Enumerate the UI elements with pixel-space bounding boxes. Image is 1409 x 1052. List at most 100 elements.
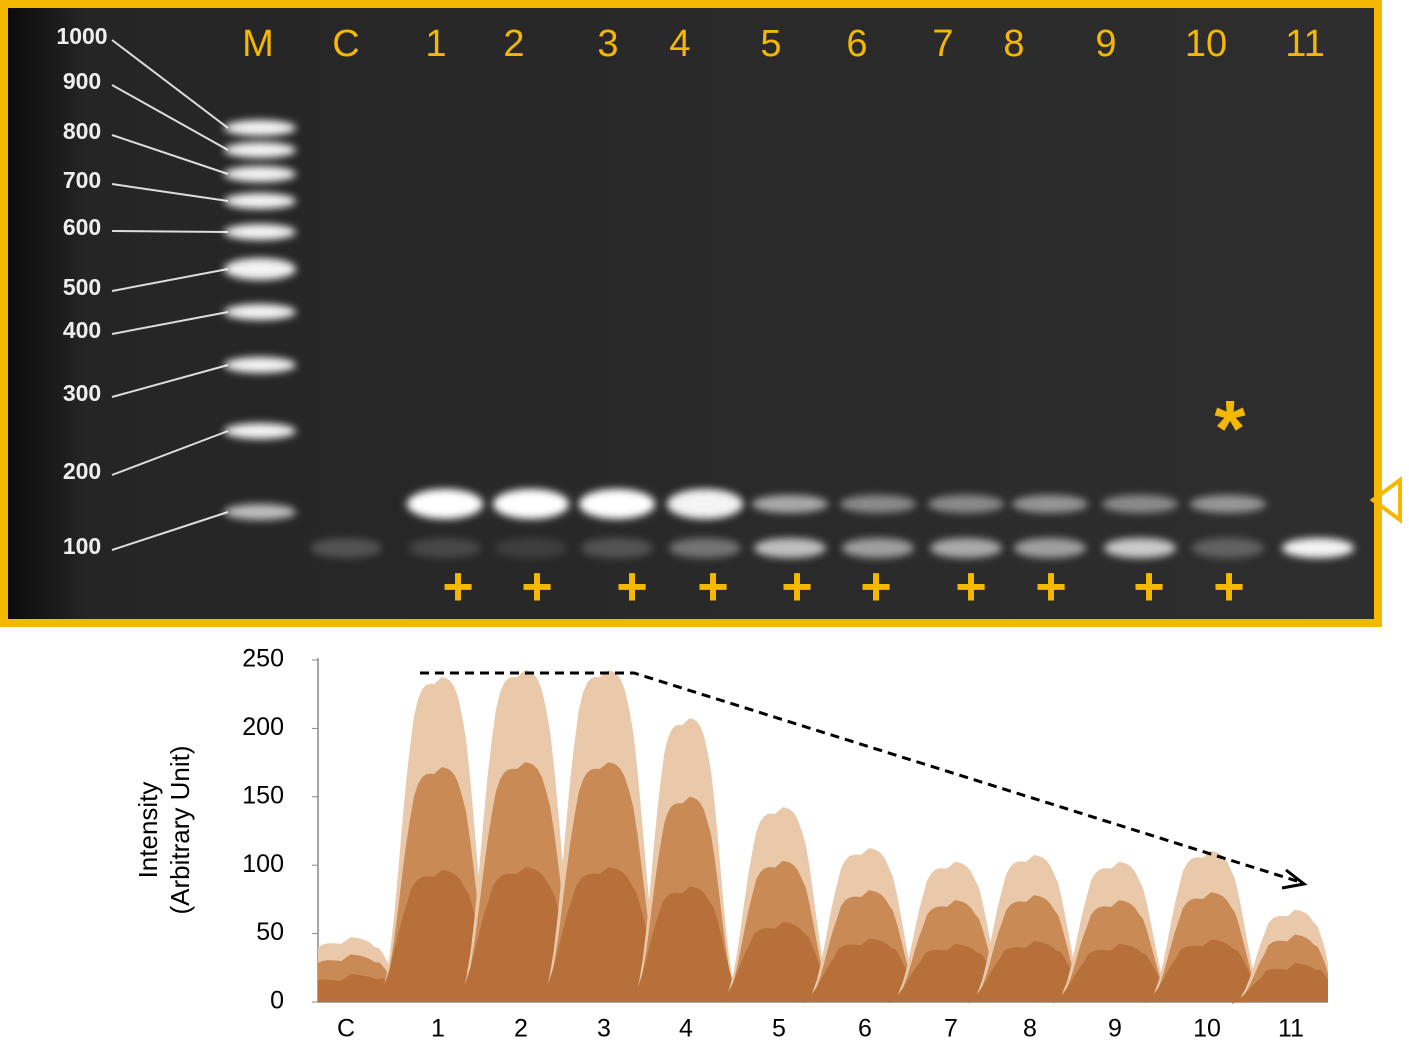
asterisk: * <box>1214 384 1246 473</box>
lane-label: 11 <box>1285 23 1324 65</box>
y-axis-title: Intensity <box>133 782 163 879</box>
x-tick-label: 11 <box>1278 1015 1304 1043</box>
positive-mark: + <box>781 556 813 616</box>
intensity-peak-base <box>1232 963 1328 1005</box>
ladder-pointer <box>111 364 229 398</box>
sample-band <box>1190 495 1266 513</box>
lane-label: 2 <box>503 23 524 65</box>
ladder-label: 800 <box>63 118 101 144</box>
x-tick-label: 6 <box>858 1015 872 1043</box>
positive-mark: + <box>1035 556 1067 616</box>
intensity-peak-base <box>539 867 669 1002</box>
x-tick-label: 7 <box>944 1015 958 1043</box>
sample-band <box>752 495 828 513</box>
sample-band <box>928 495 1004 513</box>
lane-label: 6 <box>846 23 867 65</box>
positive-mark: + <box>616 556 648 616</box>
trend-arrow <box>420 671 1301 884</box>
ladder-band <box>224 357 296 373</box>
lane-label: 3 <box>597 23 618 65</box>
sample-band <box>930 538 1002 558</box>
intensity-peak-base <box>720 921 838 1004</box>
ladder-band <box>224 120 296 136</box>
lane-label: 8 <box>1003 23 1024 65</box>
y-tick-label: 200 <box>242 713 284 741</box>
sample-band <box>1102 495 1178 513</box>
lane-label: 10 <box>1185 23 1227 65</box>
ladder-label: 1000 <box>56 23 107 49</box>
intensity-peak-base <box>1145 939 1269 1004</box>
x-tick-label: 1 <box>431 1015 445 1043</box>
y-tick-label: 0 <box>270 987 284 1015</box>
sample-band <box>1104 538 1176 558</box>
ladder-pointer <box>111 134 229 175</box>
gel-image: M C 1 2 3 4 5 6 7 8 9 10 11 1000 900 800 700 600 500 400 300… <box>0 0 1402 627</box>
band-arrow <box>1369 476 1402 524</box>
ladder-label: 700 <box>63 167 101 193</box>
lane-label: C <box>332 23 359 65</box>
lane-label: 7 <box>932 23 953 65</box>
intensity-peak-base <box>1053 943 1177 1004</box>
trend-arrowhead <box>1281 868 1308 890</box>
intensity-peak-base <box>630 886 742 1003</box>
sample-band <box>1282 538 1354 558</box>
y-axis-title: (Arbitrary Unit) <box>165 745 195 914</box>
sample-band <box>493 489 569 519</box>
x-tick-label: 8 <box>1023 1015 1037 1043</box>
positive-mark: + <box>697 556 729 616</box>
x-tick-label: 5 <box>772 1015 786 1043</box>
y-tick-label: 50 <box>256 918 284 946</box>
ladder-pointer <box>111 183 229 202</box>
ladder-pointer <box>111 511 229 551</box>
ladder-band <box>224 224 296 240</box>
ladder-pointer <box>111 311 229 335</box>
sample-band <box>667 489 743 519</box>
sample-band <box>842 538 914 558</box>
lane-label: M <box>242 23 274 65</box>
lane-label: 4 <box>669 23 690 65</box>
positive-mark: + <box>1213 556 1245 616</box>
y-tick-label: 250 <box>242 645 284 673</box>
ladder-label: 600 <box>63 214 101 240</box>
sample-band <box>1012 495 1088 513</box>
y-tick-label: 150 <box>242 781 284 809</box>
lane-label: 9 <box>1095 23 1116 65</box>
sample-band <box>1014 538 1086 558</box>
positive-mark: + <box>955 556 987 616</box>
intensity-peak-base <box>803 938 927 1004</box>
y-tick-label: 100 <box>242 850 284 878</box>
x-tick-label: 10 <box>1193 1015 1221 1043</box>
intensity-peak-base <box>968 941 1092 1004</box>
ladder-pointer <box>111 430 229 476</box>
sample-band <box>495 538 567 558</box>
sample-band <box>1192 538 1264 558</box>
ladder-label: 900 <box>63 68 101 94</box>
ladder-band <box>224 193 296 209</box>
x-tick-label: 9 <box>1108 1015 1122 1043</box>
sample-band <box>579 489 655 519</box>
x-tick-label: 3 <box>597 1015 611 1043</box>
sample-band <box>310 538 382 558</box>
sample-band <box>409 538 481 558</box>
positive-mark: + <box>521 556 553 616</box>
ladder-label: 100 <box>63 533 101 559</box>
sample-band <box>669 538 741 558</box>
positive-mark: + <box>442 556 474 616</box>
ladder-pointer <box>111 268 229 292</box>
x-tick-label: 4 <box>679 1015 693 1043</box>
ladder-label: 500 <box>63 274 101 300</box>
sample-band <box>581 538 653 558</box>
lane-label: 1 <box>425 23 446 65</box>
positive-mark: + <box>860 556 892 616</box>
ladder-band <box>224 142 296 158</box>
lane-label: 5 <box>760 23 781 65</box>
ladder-band <box>224 423 296 439</box>
ladder-band <box>224 304 296 320</box>
ladder-pointer <box>111 84 229 151</box>
ladder-band <box>224 166 296 182</box>
sample-band <box>407 489 483 519</box>
ladder-band <box>224 258 296 280</box>
x-tick-label: C <box>337 1015 355 1043</box>
positive-mark: + <box>1133 556 1165 616</box>
